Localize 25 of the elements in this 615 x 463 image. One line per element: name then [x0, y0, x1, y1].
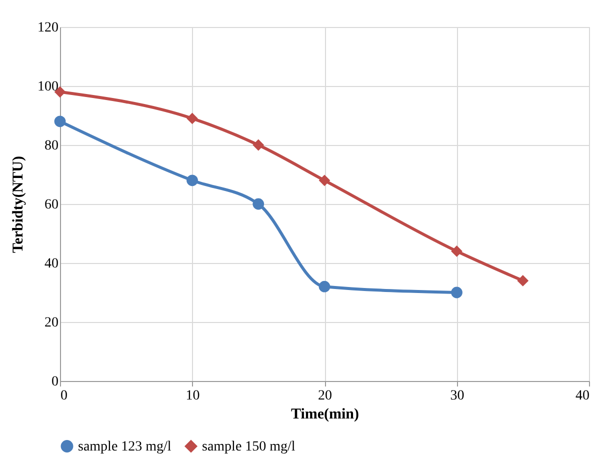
point: [252, 139, 264, 151]
y-tick-label: 60: [44, 198, 58, 212]
y-tick-label: 40: [44, 256, 58, 272]
x-tick-label: 30: [450, 388, 464, 404]
point: [318, 280, 330, 292]
y-axis-title: Terbidty(NTU): [10, 156, 26, 253]
y-tick-label: 0: [52, 374, 58, 390]
point: [517, 275, 529, 286]
point: [451, 246, 462, 257]
x-axis-title: Time(min): [290, 406, 360, 422]
legend-label: sample 123 mg/l: [78, 439, 172, 454]
y-tick-label: 100: [38, 80, 58, 94]
x-tick-label: 40: [576, 388, 590, 404]
y-tick-label: 120: [38, 20, 58, 36]
x-tick-label: 20: [318, 388, 332, 404]
y-tick-label: 20: [44, 316, 58, 330]
point: [54, 116, 66, 128]
y-tick-label: 80: [44, 138, 58, 154]
point: [252, 198, 264, 210]
legend-label: sample 150 mg/l: [202, 439, 296, 454]
point: [186, 174, 198, 186]
point: [451, 286, 462, 298]
point: [318, 174, 330, 186]
point: [186, 112, 198, 124]
x-tick-label: 10: [186, 388, 200, 404]
